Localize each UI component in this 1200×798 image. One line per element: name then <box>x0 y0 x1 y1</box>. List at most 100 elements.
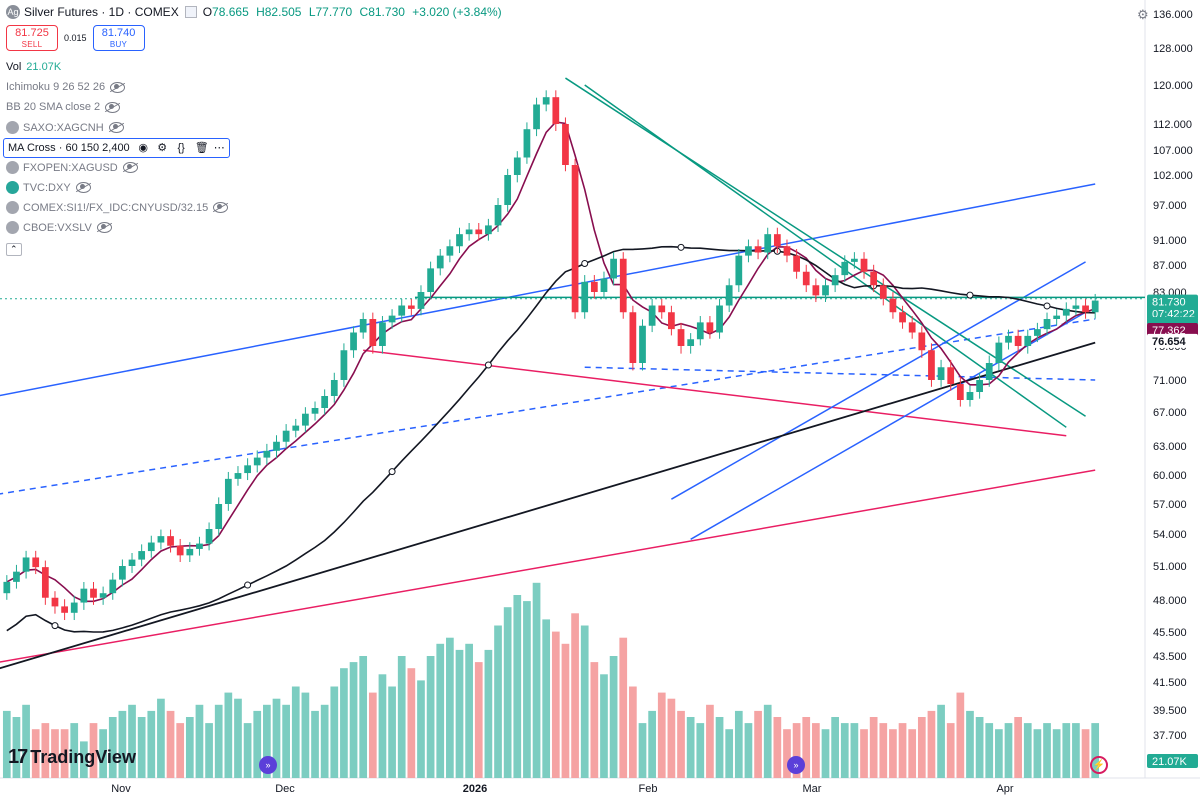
volume-bar <box>330 686 339 778</box>
sell-button[interactable]: 81.725 SELL <box>6 25 58 51</box>
volume-bar <box>224 692 233 778</box>
volume-bar <box>70 723 79 778</box>
volume-bar <box>908 729 917 778</box>
volume-bar <box>494 625 502 778</box>
symbol-toggle-icon[interactable] <box>184 6 197 18</box>
ichimoku-indicator[interactable]: Ichimoku 9 26 52 26 <box>6 81 126 93</box>
volume-bar <box>446 637 454 778</box>
level-tag <box>1147 317 1198 325</box>
volume-bar <box>600 674 608 778</box>
volume-bar <box>253 710 262 778</box>
fxopen-overlay[interactable]: FXOPEN:XAGUSD <box>6 161 138 174</box>
bb-indicator[interactable]: BB 20 SMA close 2 <box>6 101 121 113</box>
volume-bar <box>1062 723 1071 778</box>
volume-bar <box>80 741 88 778</box>
candle <box>244 458 251 481</box>
candle <box>292 418 300 438</box>
time-tick-label: 2026 <box>463 783 487 795</box>
hidden-eye-icon[interactable] <box>110 81 126 93</box>
candle <box>658 298 666 319</box>
more-icon[interactable]: ⋯ <box>213 141 225 154</box>
volume-bar <box>860 729 868 778</box>
delete-icon[interactable]: 🗑 <box>194 141 209 154</box>
time-tick-label: Feb <box>639 783 658 795</box>
candle <box>696 316 704 346</box>
candle <box>80 582 88 610</box>
comex-label: COMEX:SI1!/FX_IDC:CNYUSD/32.15 <box>23 201 209 214</box>
candle <box>330 372 338 403</box>
candle <box>1053 309 1061 326</box>
volume-bar <box>118 710 127 778</box>
volume-bar <box>532 582 541 778</box>
candle <box>956 377 964 407</box>
volume-bar <box>426 656 435 778</box>
candle <box>234 466 242 486</box>
candle <box>677 322 685 354</box>
candle <box>41 560 49 605</box>
volume-bar <box>359 656 368 778</box>
candle <box>918 326 926 358</box>
settings-icon[interactable]: ⚙ <box>157 141 168 154</box>
volume-bar <box>744 723 753 778</box>
candle <box>369 312 377 354</box>
price-tick-label: 112.000 <box>1153 119 1192 131</box>
comex-overlay[interactable]: COMEX:SI1!/FX_IDC:CNYUSD/32.15 <box>6 201 229 214</box>
ma-cross-indicator[interactable]: MA Cross · 60 150 2,400 ◉ ⚙ {} 🗑 ⋯ <box>3 138 230 158</box>
volume-bar <box>176 723 185 778</box>
price-tick-label: 71.000 <box>1153 375 1187 387</box>
pink-descending-line <box>363 349 1067 437</box>
saxo-overlay[interactable]: SAXO:XAGCNH <box>6 121 124 134</box>
volume-bars <box>2 582 1100 778</box>
volume-bar <box>937 704 945 778</box>
volume-bar <box>2 710 11 778</box>
candle <box>648 298 656 333</box>
candle <box>899 305 906 329</box>
candle <box>581 275 589 319</box>
candle <box>1005 329 1012 350</box>
symbol-title[interactable]: Silver Futures · 1D · COMEX <box>24 5 179 19</box>
hidden-eye-icon[interactable] <box>213 202 229 213</box>
dxy-overlay[interactable]: TVC:DXY <box>6 181 91 194</box>
hidden-eye-icon[interactable] <box>75 182 91 193</box>
buy-button[interactable]: 81.740 BUY <box>92 25 145 51</box>
price-tick-label: 67.000 <box>1153 407 1187 419</box>
volume-bar <box>1014 717 1022 778</box>
slow-ma-tag-bg <box>1147 333 1198 348</box>
candle <box>446 239 454 263</box>
candle <box>619 252 627 319</box>
hidden-eye-icon[interactable] <box>105 101 121 113</box>
open-value: O78.665 <box>202 5 249 19</box>
lightning-icon[interactable]: ⚡ <box>1090 756 1108 774</box>
event-icon[interactable]: » <box>787 756 805 774</box>
event-icon[interactable]: » <box>259 756 277 774</box>
candle <box>398 298 406 323</box>
candle <box>928 343 935 387</box>
candle <box>600 271 608 299</box>
tradingview-logo: 17 TradingView <box>8 746 136 769</box>
candle <box>1082 298 1089 319</box>
hidden-eye-icon[interactable] <box>108 122 124 133</box>
candle <box>937 359 945 387</box>
candle <box>1024 329 1032 354</box>
candle <box>879 278 887 306</box>
volume-bar <box>368 692 377 778</box>
cboe-overlay[interactable]: CBOE:VXSLV <box>6 221 112 234</box>
candle <box>32 550 40 575</box>
candle <box>379 316 386 354</box>
eye-icon[interactable]: ◉ <box>138 141 148 154</box>
volume-indicator[interactable]: Vol 21.07K <box>6 61 61 73</box>
volume-bar <box>417 680 425 778</box>
volume-bar <box>1081 729 1090 778</box>
volume-bar <box>272 698 281 778</box>
gear-icon[interactable]: ⚙ <box>1137 7 1149 22</box>
source-code-icon[interactable]: {} <box>177 141 185 154</box>
price-tick-label: 43.500 <box>1153 651 1187 663</box>
chevron-up-icon[interactable]: ⌃ <box>6 243 22 256</box>
hidden-eye-icon[interactable] <box>122 162 138 173</box>
volume-bar <box>282 704 290 778</box>
hidden-eye-icon[interactable] <box>96 222 112 233</box>
collapse-legend[interactable]: ⌃ <box>6 243 22 256</box>
candle <box>590 275 598 299</box>
trade-panel: 81.725 SELL 0.015 81.740 BUY <box>6 25 145 51</box>
